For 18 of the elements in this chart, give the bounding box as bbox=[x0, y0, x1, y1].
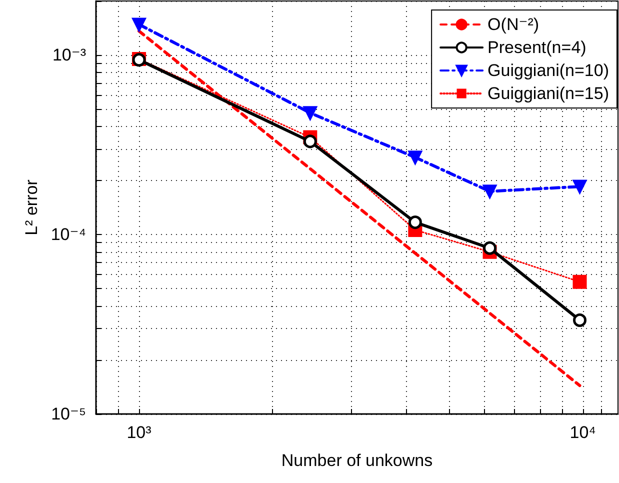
x-tick-label: 10⁴ bbox=[570, 423, 596, 442]
point bbox=[573, 313, 586, 327]
legend-label: O(N⁻²) bbox=[488, 15, 540, 34]
point bbox=[572, 274, 587, 289]
x-axis-title: Number of unkowns bbox=[281, 451, 433, 470]
point bbox=[303, 134, 317, 148]
y-tick-label: 10⁻⁵ bbox=[51, 404, 86, 424]
point bbox=[483, 184, 497, 198]
legend-label: Guiggiani(n=10) bbox=[488, 61, 610, 80]
point bbox=[572, 180, 586, 194]
point bbox=[483, 241, 497, 255]
y-tick-label: 10⁻⁴ bbox=[50, 225, 86, 244]
legend-label: Guiggiani(n=15) bbox=[488, 84, 610, 103]
y-axis-title: L² error bbox=[22, 179, 41, 236]
y-tick-label: 10⁻³ bbox=[52, 46, 86, 65]
point bbox=[303, 106, 317, 120]
legend-label: Present(n=4) bbox=[488, 38, 586, 57]
x-tick-label: 10³ bbox=[126, 423, 152, 442]
